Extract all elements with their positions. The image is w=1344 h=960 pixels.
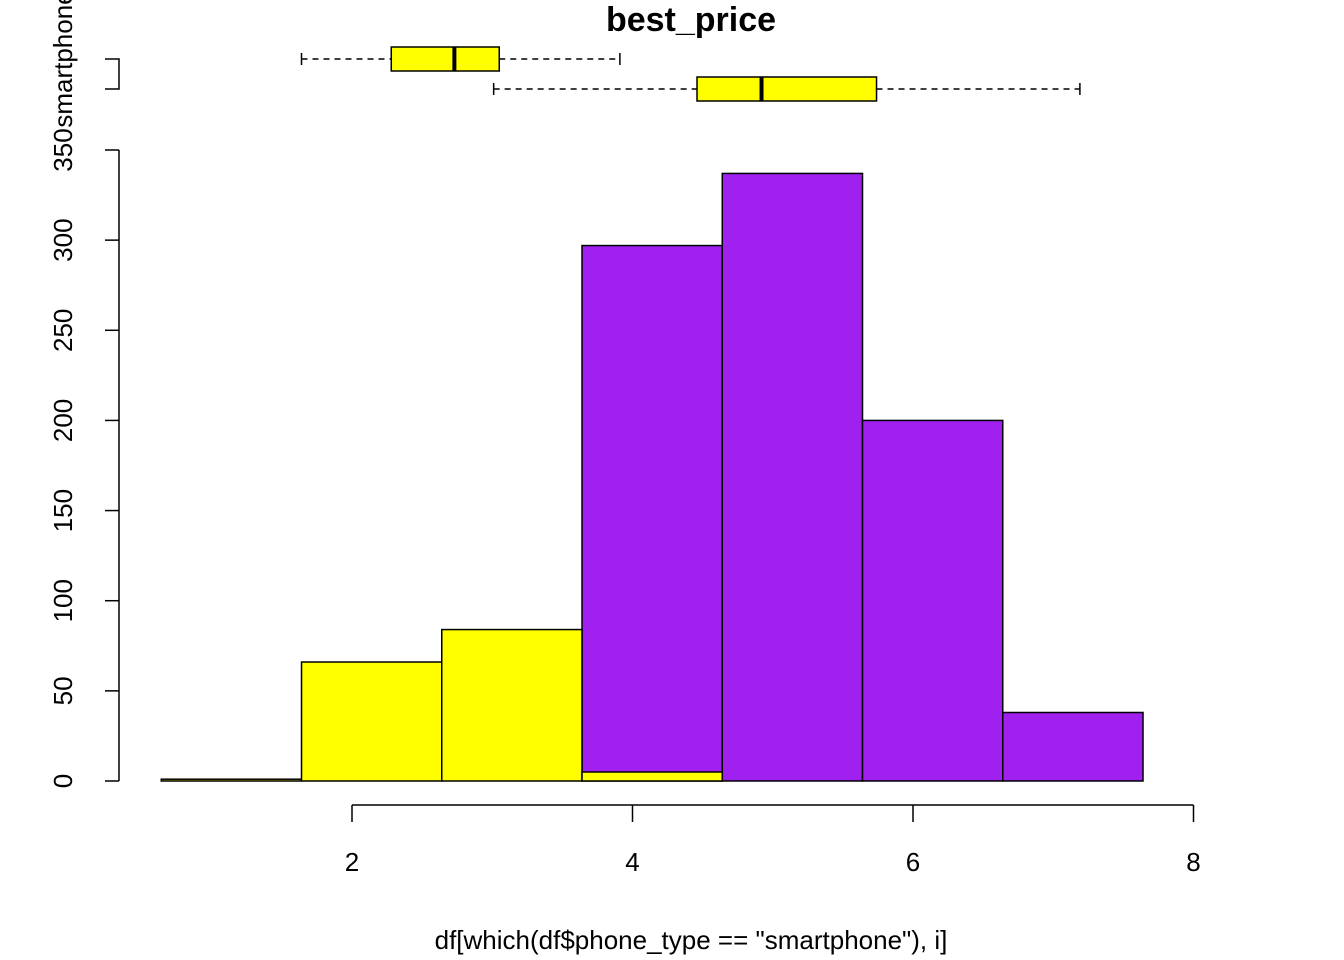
box-label: smartphone <box>48 0 78 128</box>
y-tick-label: 300 <box>48 218 78 261</box>
x-tick-label: 6 <box>906 847 920 877</box>
bar <box>581 244 724 782</box>
y-tick-label: 250 <box>48 309 78 352</box>
bar <box>160 778 303 782</box>
bar <box>721 172 864 782</box>
y-tick-label: 200 <box>48 399 78 442</box>
bar <box>1002 711 1144 782</box>
y-tick-label: 100 <box>48 579 78 622</box>
box <box>696 76 878 102</box>
y-tick-label: 350 <box>48 128 78 171</box>
chart-title: best_price <box>606 1 776 39</box>
bar <box>441 628 583 782</box>
x-tick-label: 8 <box>1186 847 1200 877</box>
x-tick-label: 2 <box>345 847 359 877</box>
x-axis-label: df[which(df$phone_type == "smartphone"),… <box>435 925 948 955</box>
bar <box>581 771 724 782</box>
bar <box>300 661 443 782</box>
y-tick-label: 150 <box>48 489 78 532</box>
box <box>390 46 501 72</box>
bar <box>861 419 1004 782</box>
x-tick-label: 4 <box>625 847 639 877</box>
box-axis <box>105 58 120 90</box>
y-tick-label: 50 <box>48 676 78 705</box>
y-tick-label: 0 <box>48 774 78 788</box>
